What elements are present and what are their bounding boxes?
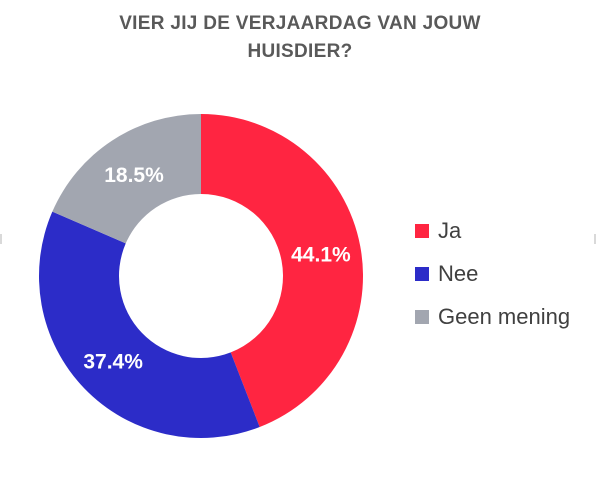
chart-title-line-1: VIER JIJ DE VERJAARDAG VAN JOUW: [119, 13, 481, 34]
slice-ja: [201, 114, 364, 427]
legend: Ja Nee Geen mening: [415, 218, 570, 330]
legend-label-nee: Nee: [438, 261, 479, 286]
data-label-ja: 44.1%: [291, 244, 351, 267]
slice-geen-mening: [52, 114, 202, 244]
right-edge-mark: [594, 234, 596, 244]
legend-label-geen-mening: Geen mening: [438, 304, 571, 329]
legend-item-geen-mening: Geen mening: [415, 304, 570, 330]
left-edge-mark: [0, 234, 2, 244]
data-label-geen-mening: 18.5%: [104, 164, 164, 187]
legend-swatch-nee: [415, 267, 429, 281]
legend-label-ja: Ja: [438, 218, 462, 243]
legend-swatch-geen-mening: [415, 310, 429, 324]
legend-swatch-ja: [415, 224, 429, 238]
chart-title: VIER JIJ DE VERJAARDAG VAN JOUW HUISDIER…: [40, 10, 560, 66]
legend-item-ja: Ja: [415, 218, 570, 244]
legend-item-nee: Nee: [415, 261, 570, 287]
slice-nee: [39, 211, 260, 438]
chart-title-line-2: HUISDIER?: [247, 41, 353, 62]
data-label-nee: 37.4%: [83, 351, 143, 374]
